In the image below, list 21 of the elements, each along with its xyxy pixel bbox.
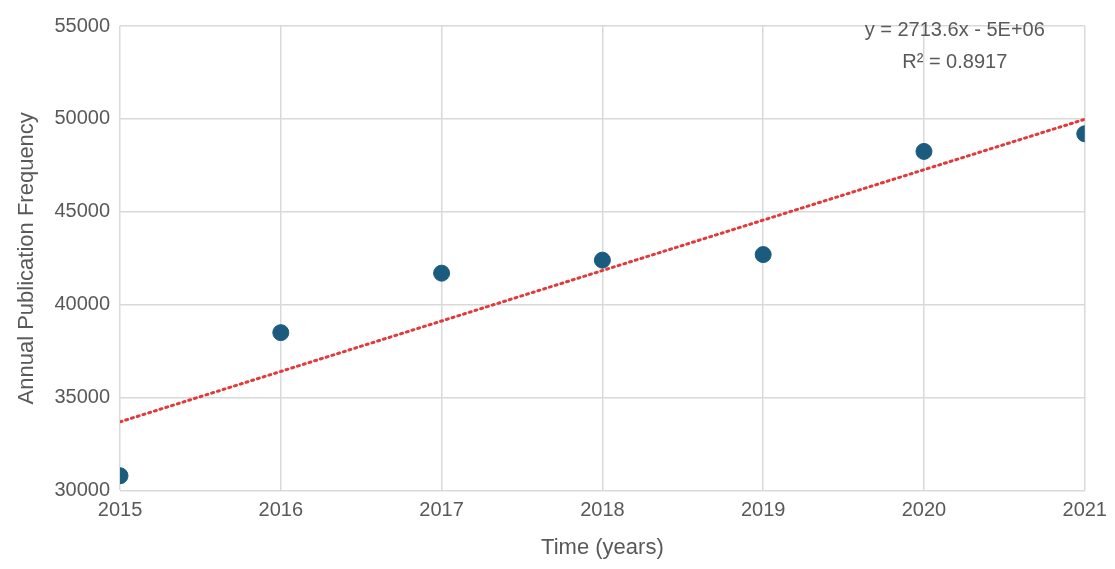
- x-axis-title: Time (years): [541, 533, 664, 559]
- y-tick-label: 50000: [54, 106, 111, 129]
- point: [754, 246, 772, 264]
- y-tick-label: 35000: [54, 385, 111, 408]
- point: [272, 324, 290, 342]
- x-tick-label: 2015: [97, 498, 143, 521]
- y-tick-label: 40000: [54, 292, 111, 315]
- x-tick-label: 2016: [258, 498, 304, 521]
- y-tick-label: 55000: [54, 13, 111, 36]
- annotation: R² = 0.8917: [902, 49, 1008, 72]
- x-tick-label: 2021: [1062, 498, 1107, 521]
- x-tick-label: 2019: [740, 498, 786, 521]
- x-tick-label: 2018: [580, 498, 625, 521]
- y-tick-label: 45000: [54, 199, 111, 222]
- annotation: y = 2713.6x - 5E+06: [864, 17, 1045, 40]
- point: [433, 264, 451, 282]
- x-tick-label: 2017: [419, 498, 464, 521]
- y-tick-label: 30000: [54, 478, 111, 501]
- x-tick-label: 2020: [901, 498, 947, 521]
- point: [593, 251, 611, 269]
- y-axis-title: Annual Publication Frequency: [13, 112, 39, 405]
